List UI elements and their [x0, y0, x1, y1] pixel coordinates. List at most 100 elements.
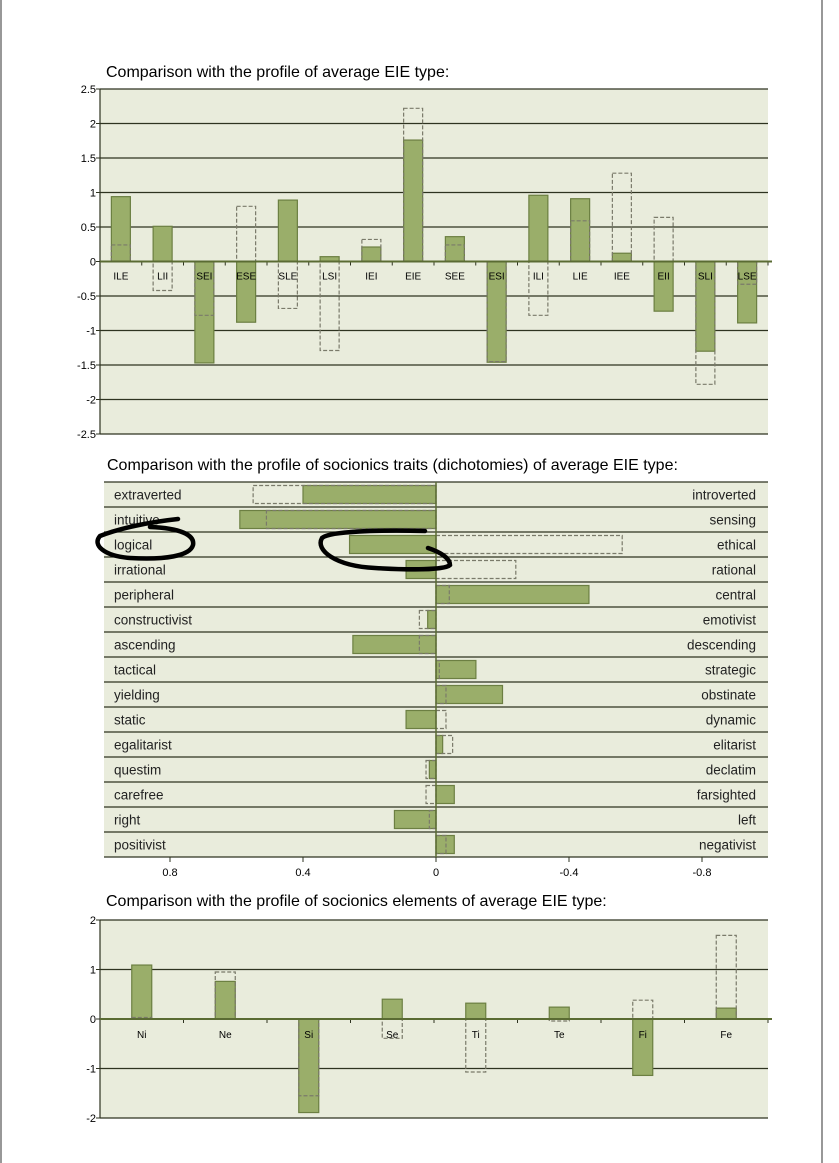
category-label: ILE [113, 272, 128, 283]
y-tick-label: -2.5 [77, 429, 96, 441]
y-tick-label: 0.5 [81, 222, 96, 234]
x-tick-label: 0.8 [162, 867, 177, 879]
bar-carefree [435, 784, 455, 805]
bar-Te [548, 1006, 570, 1020]
bar-Fe [715, 1007, 737, 1020]
category-label: IEE [614, 272, 630, 283]
category-label: ILI [533, 272, 544, 283]
y-tick-label: -1.5 [77, 360, 96, 372]
hand-drawn-annotation [95, 516, 453, 572]
y-tick-label: 1.5 [81, 153, 96, 165]
y-tick-label: 1 [90, 188, 96, 200]
bar-average-positivist [435, 834, 447, 855]
chart-elements: Comparison with the profile of socionics… [86, 893, 772, 1125]
y-tick-label: 1 [90, 965, 96, 977]
bar-ascending [352, 634, 437, 655]
bar-average-static [435, 709, 447, 730]
y-tick-label: 0 [90, 257, 96, 269]
bar-average-intuitive [265, 509, 437, 530]
bar-Ni [131, 964, 153, 1020]
trait-right-label: descending [687, 638, 756, 653]
category-label: EIE [405, 272, 421, 283]
trait-left-label: yielding [114, 688, 160, 703]
category-label: IEI [365, 272, 377, 283]
trait-left-label: tactical [114, 663, 156, 678]
category-label: ESE [236, 272, 256, 283]
x-tick-label: -0.8 [693, 867, 712, 879]
category-label: Te [554, 1030, 565, 1041]
x-tick-label: 0.4 [295, 867, 310, 879]
trait-right-label: central [715, 588, 756, 603]
bar-IEE [611, 252, 632, 263]
bar-average-ESE [236, 205, 257, 263]
trait-left-label: carefree [114, 788, 164, 803]
chart-title: Comparison with the profile of socionics… [107, 457, 678, 474]
bar-egalitarist [435, 734, 444, 755]
chart-title: Comparison with the profile of socionics… [106, 893, 607, 910]
bar-average-extraverted [252, 484, 437, 505]
bar-logical [348, 534, 437, 555]
category-label: Fe [720, 1030, 732, 1041]
trait-right-label: negativist [699, 838, 756, 853]
bar-Se [381, 998, 403, 1020]
bar-average-Fe [715, 934, 737, 1020]
trait-right-label: sensing [709, 513, 756, 528]
y-tick-label: 2.5 [81, 84, 96, 96]
bar-average-Ne [214, 971, 236, 1020]
category-label: LSE [738, 272, 757, 283]
trait-left-label: right [114, 813, 141, 828]
bar-Ti [465, 1002, 487, 1020]
trait-left-label: static [114, 713, 146, 728]
trait-left-label: constructivist [114, 613, 192, 628]
chart-dichotomies: Comparison with the profile of socionics… [104, 457, 768, 879]
category-label: EII [658, 272, 670, 283]
chart-title: Comparison with the profile of average E… [106, 64, 449, 81]
trait-right-label: elitarist [713, 738, 756, 753]
y-tick-label: 2 [90, 915, 96, 927]
category-label: Fi [639, 1030, 647, 1041]
bar-intuitive [239, 509, 437, 530]
bar-constructivist [427, 609, 437, 630]
y-tick-label: -1 [86, 1064, 96, 1076]
x-tick-label: -0.4 [560, 867, 579, 879]
trait-left-label: logical [114, 538, 152, 553]
category-label: SLI [698, 272, 713, 283]
trait-right-label: ethical [717, 538, 756, 553]
trait-right-label: dynamic [706, 713, 757, 728]
category-label: SEE [445, 272, 465, 283]
category-label: ESI [489, 272, 505, 283]
category-label: Se [386, 1030, 399, 1041]
trait-right-label: strategic [705, 663, 756, 678]
bar-questim [428, 759, 437, 780]
trait-right-label: obstinate [701, 688, 756, 703]
trait-left-label: extraverted [114, 488, 182, 503]
bar-EII [653, 260, 674, 312]
category-label: SLE [278, 272, 297, 283]
category-label: Si [304, 1030, 313, 1041]
trait-right-label: emotivist [703, 613, 757, 628]
trait-left-label: ascending [114, 638, 176, 653]
bar-SEE [444, 236, 465, 263]
y-tick-label: -0.5 [77, 291, 96, 303]
bar-extraverted [302, 484, 437, 505]
trait-left-label: peripheral [114, 588, 174, 603]
y-tick-label: 0 [90, 1014, 96, 1026]
bar-SLE [277, 199, 298, 263]
bar-ILE [110, 196, 131, 263]
bar-Fi [632, 1018, 654, 1077]
category-label: Ti [472, 1030, 480, 1041]
trait-left-label: irrational [114, 563, 166, 578]
category-label: Ne [219, 1030, 232, 1041]
y-tick-label: -2 [86, 395, 96, 407]
trait-right-label: rational [712, 563, 756, 578]
trait-left-label: questim [114, 763, 161, 778]
category-label: LII [157, 272, 168, 283]
bar-LII [152, 225, 173, 263]
y-tick-label: -1 [86, 326, 96, 338]
category-label: LSI [322, 272, 337, 283]
bar-tactical [435, 659, 477, 680]
bar-IEI [361, 246, 382, 263]
bar-positivist [435, 834, 455, 855]
chart-types: Comparison with the profile of average E… [77, 64, 772, 441]
